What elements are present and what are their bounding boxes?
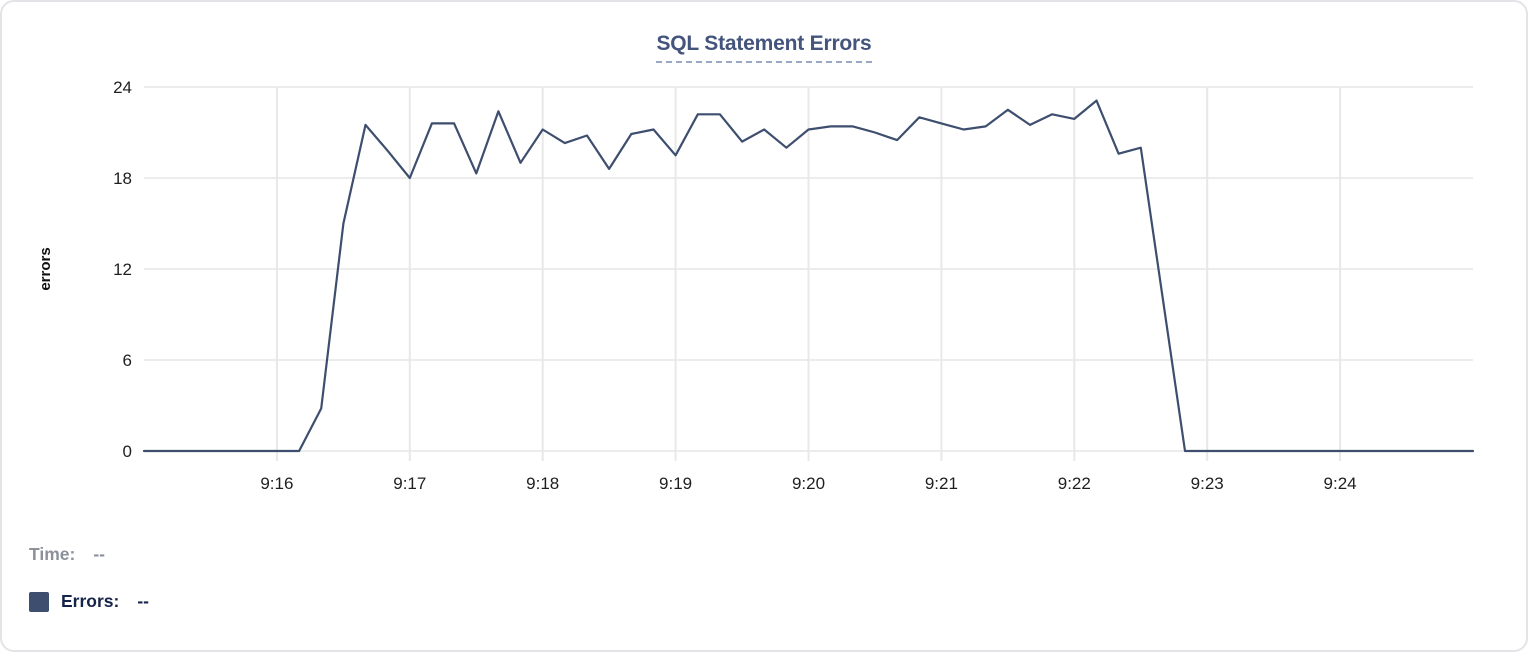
x-tick-label: 9:23 (1191, 474, 1224, 493)
x-tick-label: 9:17 (393, 474, 426, 493)
legend-errors-value: -- (137, 591, 150, 611)
legend-errors-label: Errors: (61, 591, 120, 611)
x-tick-label: 9:20 (792, 474, 825, 493)
x-tick-label: 9:22 (1058, 474, 1091, 493)
x-tick-label: 9:24 (1324, 474, 1357, 493)
y-tick-label: 12 (113, 260, 132, 279)
legend-time-row: Time: -- (29, 544, 105, 565)
chart-header: SQL Statement Errors (2, 32, 1526, 63)
x-tick-label: 9:18 (526, 474, 559, 493)
errors-line-chart[interactable]: 0 6 12 18 24 9:16 9:17 9:18 9:19 9:20 9:21 9:22 9:23… (2, 2, 1528, 512)
errors-series-line[interactable] (142, 99, 1475, 453)
errors-series-swatch-icon (29, 591, 49, 612)
legend-time-value: -- (93, 544, 106, 564)
legend-time-label: Time: (29, 544, 76, 564)
y-axis-title: errors (37, 247, 54, 290)
y-tick-label: 6 (123, 351, 132, 370)
x-tick-label: 9:16 (260, 474, 293, 493)
y-tick-label: 24 (113, 78, 132, 97)
legend-errors-row: Errors: -- (29, 591, 149, 612)
y-tick-label: 18 (113, 169, 132, 188)
y-tick-label: 0 (123, 442, 132, 461)
x-tick-label: 9:21 (925, 474, 958, 493)
x-tick-label: 9:19 (659, 474, 692, 493)
chart-title[interactable]: SQL Statement Errors (656, 32, 872, 63)
